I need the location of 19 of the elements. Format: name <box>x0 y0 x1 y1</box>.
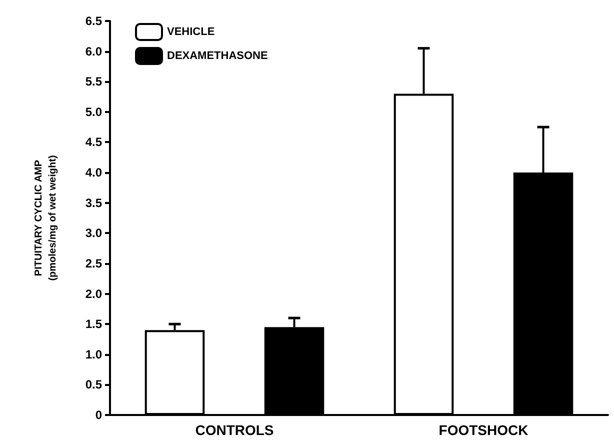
y-tick-label: 0 <box>95 408 102 422</box>
x-tick-label: FOOTSHOCK <box>438 422 528 438</box>
y-tick-label: 5.0 <box>85 104 102 119</box>
y-tick-label: 3.5 <box>85 196 102 210</box>
y-tick-label: 4.0 <box>85 166 102 180</box>
y-tick-label: 1.5 <box>85 317 102 332</box>
y-axis-title: PITUITARY CYCLIC AMP (pmoles/mg of wet weight) <box>34 155 58 281</box>
x-tick-label: CONTROLS <box>195 422 274 438</box>
y-tick-label: 2.0 <box>85 286 102 301</box>
y-tick-label: 5.5 <box>85 74 102 89</box>
y-tick-label: 3.0 <box>85 226 102 240</box>
legend-label: DEXAMETHASONE <box>167 50 268 62</box>
y-tick-label: 6.0 <box>85 44 102 58</box>
legend-label: VEHICLE <box>167 26 215 38</box>
y-tick-label: 4.5 <box>85 135 102 150</box>
y-tick-label: 0.5 <box>85 378 102 392</box>
y-tick-label: 2.5 <box>85 256 102 270</box>
y-tick-label: 6.5 <box>85 14 102 28</box>
y-tick-label: 1.0 <box>85 347 102 362</box>
